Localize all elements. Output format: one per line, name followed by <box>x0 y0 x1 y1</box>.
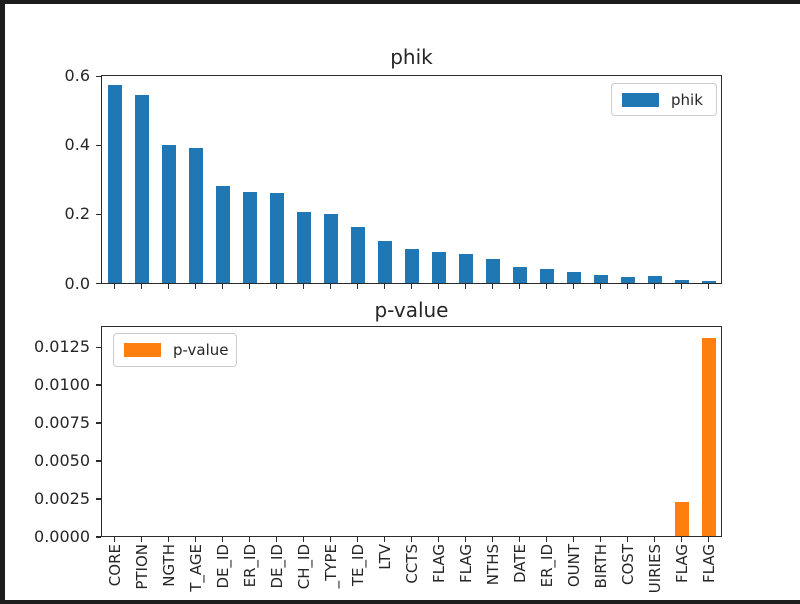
p-value-legend: p-value <box>113 333 237 367</box>
x-tick-mark <box>437 283 440 289</box>
x-tick-mark <box>194 537 197 542</box>
x-tick-mark <box>491 537 494 542</box>
x-tick-mark <box>167 283 170 289</box>
y-tick-label: 0.0100 <box>34 375 90 395</box>
x-tick-mark <box>572 537 575 542</box>
x-tick-label: FLAG <box>699 544 718 583</box>
y-tick-label: 0.0000 <box>34 527 90 546</box>
x-tick-mark <box>140 283 143 289</box>
x-tick-mark <box>248 537 251 542</box>
x-tick-label: COST <box>618 544 637 585</box>
y-tick-label: 0.0050 <box>34 451 90 471</box>
x-tick-mark <box>545 537 548 542</box>
p-value-legend-label: p-value <box>173 341 229 359</box>
x-tick-mark <box>572 283 575 289</box>
x-tick-label: ER_ID <box>537 544 556 588</box>
x-tick-mark <box>113 283 116 289</box>
y-tick-label: 0.0125 <box>34 337 90 357</box>
y-tick-label: 0.0025 <box>34 489 90 509</box>
x-tick-mark <box>248 283 251 289</box>
x-tick-mark <box>464 537 467 542</box>
x-tick-label: CORE <box>105 544 124 587</box>
phik-chart-title: phik <box>390 45 433 69</box>
x-tick-mark <box>437 537 440 542</box>
phik-legend-label: phik <box>671 90 703 109</box>
x-tick-mark <box>653 537 656 542</box>
x-tick-mark <box>140 537 143 542</box>
x-tick-mark <box>356 537 359 542</box>
x-tick-mark <box>410 537 413 542</box>
x-tick-mark <box>221 537 224 542</box>
x-tick-mark <box>707 283 710 289</box>
x-tick-label: NTHS <box>483 544 502 586</box>
phik-legend: phik <box>611 83 717 116</box>
x-tick-mark <box>275 283 278 289</box>
x-tick-mark <box>518 283 521 289</box>
x-tick-label: T_AGE <box>186 544 205 592</box>
x-tick-mark <box>113 537 116 542</box>
x-tick-mark <box>518 537 521 542</box>
x-tick-mark <box>680 537 683 542</box>
x-tick-label: OUNT <box>564 544 583 588</box>
x-tick-mark <box>680 283 683 289</box>
x-tick-mark <box>383 537 386 542</box>
x-tick-label: PTION <box>132 544 151 590</box>
x-tick-label: BIRTH <box>591 544 610 589</box>
p-value-axes-frame <box>101 326 722 537</box>
x-tick-mark <box>626 537 629 542</box>
figure-background: phik 0.0 0.2 0.4 0.6 phik p-value 0.0000 0.0… <box>5 4 800 600</box>
x-tick-mark <box>167 537 170 542</box>
x-tick-mark <box>707 537 710 542</box>
phik-legend-swatch <box>622 92 659 107</box>
x-tick-label: ER_ID <box>240 544 259 588</box>
x-tick-mark <box>545 283 548 289</box>
x-tick-label: DE_ID <box>213 544 232 589</box>
x-tick-label: NGTH <box>159 544 178 587</box>
y-tick-label: 0.6 <box>64 66 90 86</box>
y-tick-label: 0.4 <box>64 135 90 155</box>
x-tick-label: _TYPE <box>321 544 340 589</box>
x-tick-mark <box>626 283 629 289</box>
x-tick-label: FLAG <box>672 544 691 583</box>
x-tick-mark <box>302 537 305 542</box>
x-tick-label: UIRIES <box>645 544 664 594</box>
x-tick-mark <box>599 537 602 542</box>
x-tick-mark <box>275 537 278 542</box>
x-tick-label: FLAG <box>429 544 448 583</box>
y-tick-label: 0.0075 <box>34 413 90 433</box>
x-tick-mark <box>329 283 332 289</box>
p-value-legend-swatch <box>124 343 161 357</box>
x-tick-mark <box>491 283 494 289</box>
x-tick-label: TE_ID <box>348 544 367 587</box>
x-tick-label: DATE <box>510 544 529 584</box>
x-tick-mark <box>302 283 305 289</box>
x-tick-mark <box>329 537 332 542</box>
x-tick-mark <box>383 283 386 289</box>
x-tick-label: DE_ID <box>267 544 286 589</box>
x-tick-label: CCTS <box>402 544 421 584</box>
x-tick-mark <box>599 283 602 289</box>
x-tick-label: CH_ID <box>294 544 313 590</box>
x-tick-mark <box>464 283 467 289</box>
x-tick-mark <box>356 283 359 289</box>
x-tick-mark <box>194 283 197 289</box>
x-tick-label: LTV <box>375 544 394 570</box>
x-tick-mark <box>653 283 656 289</box>
x-tick-mark <box>410 283 413 289</box>
x-tick-label: FLAG <box>456 544 475 583</box>
y-tick-label: 0.2 <box>64 204 90 224</box>
x-tick-mark <box>221 283 224 289</box>
p-value-chart-title: p-value <box>374 298 449 322</box>
y-tick-label: 0.0 <box>64 273 90 293</box>
